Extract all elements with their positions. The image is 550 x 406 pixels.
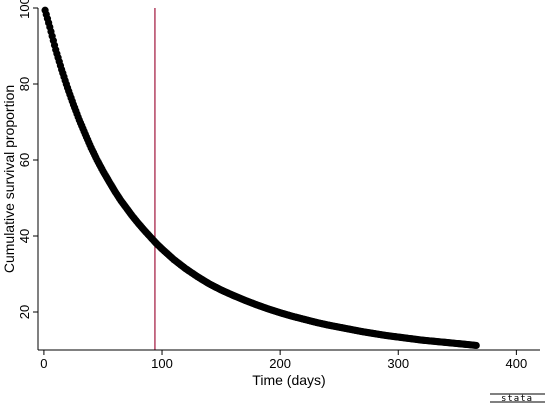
- stata-logo-text: stata: [501, 394, 533, 404]
- stata-logo: stata: [490, 393, 545, 404]
- y-axis-title: Cumulative survival proportion: [1, 85, 17, 273]
- survival-markers: [41, 6, 480, 350]
- x-axis: 0 100 200 300 400: [38, 349, 540, 371]
- y-tick-label-60: 60: [17, 153, 32, 167]
- x-axis-title: Time (days): [252, 372, 325, 388]
- y-axis: 20 40 60 80 100: [17, 0, 39, 350]
- x-tick-label-400: 400: [506, 356, 528, 371]
- y-tick-label-80: 80: [17, 77, 32, 91]
- x-tick-label-100: 100: [151, 356, 173, 371]
- y-tick-label-40: 40: [17, 229, 32, 243]
- y-tick-label-20: 20: [17, 305, 32, 319]
- x-tick-label-0: 0: [40, 356, 47, 371]
- x-tick-label-200: 200: [269, 356, 291, 371]
- survival-point-365: [472, 341, 480, 350]
- y-tick-label-100: 100: [17, 0, 32, 19]
- x-tick-label-300: 300: [387, 356, 409, 371]
